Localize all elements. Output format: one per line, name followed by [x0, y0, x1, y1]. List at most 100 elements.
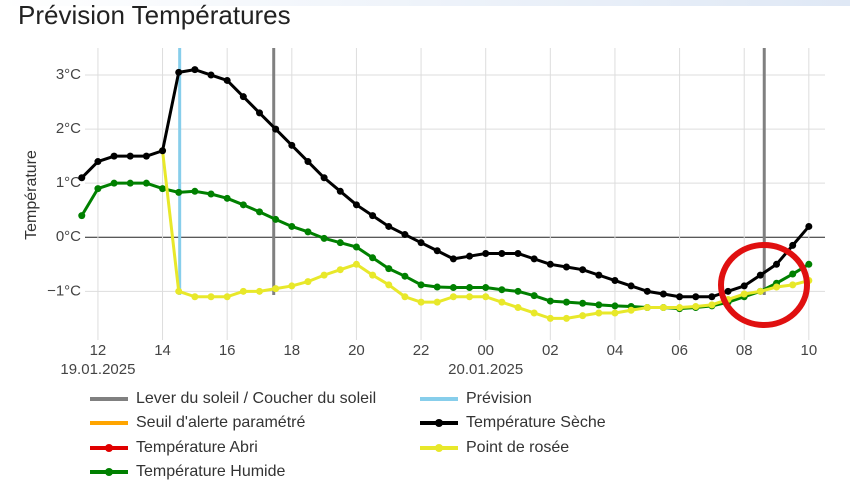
- point: [498, 286, 506, 294]
- point: [643, 304, 651, 312]
- x-tick-label: 02: [542, 342, 559, 359]
- point: [692, 302, 700, 310]
- point: [546, 260, 554, 268]
- date-label: 19.01.2025: [60, 361, 135, 378]
- x-tick-label: 12: [90, 342, 107, 359]
- y-axis-label: Température: [23, 150, 40, 240]
- point: [417, 239, 425, 247]
- point: [336, 239, 344, 247]
- point: [223, 194, 231, 202]
- point: [175, 188, 183, 196]
- point: [546, 314, 554, 322]
- point: [579, 266, 587, 274]
- series-line: [80, 181, 810, 311]
- highlight-circle: [718, 242, 810, 328]
- point: [142, 179, 150, 187]
- x-tick-label: 08: [736, 342, 753, 359]
- point: [78, 174, 86, 182]
- point: [78, 212, 86, 220]
- point: [805, 260, 813, 268]
- point: [595, 309, 603, 317]
- point: [740, 282, 748, 290]
- point: [579, 312, 587, 320]
- legend-marker: [105, 468, 113, 476]
- point: [223, 76, 231, 84]
- point: [94, 185, 102, 193]
- point: [562, 298, 570, 306]
- point: [692, 293, 700, 301]
- point: [175, 68, 183, 76]
- point: [611, 309, 619, 317]
- y-tick-label: 2°C: [56, 120, 81, 137]
- point: [482, 284, 490, 292]
- point: [514, 287, 522, 295]
- point: [773, 260, 781, 268]
- point: [433, 298, 441, 306]
- x-tick-label: 14: [154, 342, 171, 359]
- point: [466, 252, 474, 260]
- point: [611, 277, 619, 285]
- x-tick-label: 22: [413, 342, 430, 359]
- legend-label: Point de rosée: [466, 439, 569, 456]
- point: [546, 297, 554, 305]
- top-bar: [0, 0, 850, 6]
- point: [514, 304, 522, 312]
- point: [191, 187, 199, 195]
- point: [239, 201, 247, 209]
- point: [530, 309, 538, 317]
- point: [207, 71, 215, 79]
- point: [320, 271, 328, 279]
- legend-label: Température Sèche: [466, 414, 606, 431]
- point: [385, 222, 393, 230]
- point: [159, 147, 167, 155]
- point: [369, 212, 377, 220]
- point: [466, 284, 474, 292]
- y-tick-label: −1°C: [47, 282, 81, 299]
- point: [223, 293, 231, 301]
- point: [159, 185, 167, 193]
- point: [110, 152, 118, 160]
- point: [320, 174, 328, 182]
- legend-marker: [105, 444, 113, 452]
- point: [449, 293, 457, 301]
- point: [756, 287, 764, 295]
- point: [611, 302, 619, 310]
- point: [288, 141, 296, 149]
- point: [352, 201, 360, 209]
- point: [740, 290, 748, 298]
- y-tick-label: 3°C: [56, 66, 81, 83]
- point: [352, 243, 360, 251]
- point: [304, 158, 312, 166]
- x-tick-label: 18: [283, 342, 300, 359]
- point: [514, 249, 522, 257]
- point: [659, 304, 667, 312]
- legend-marker: [435, 444, 443, 452]
- point: [369, 271, 377, 279]
- legend-marker: [435, 419, 443, 427]
- point: [466, 293, 474, 301]
- point: [482, 293, 490, 301]
- point: [417, 298, 425, 306]
- point: [562, 314, 570, 322]
- point: [369, 254, 377, 262]
- point: [255, 109, 263, 117]
- point: [498, 298, 506, 306]
- point: [336, 266, 344, 274]
- point: [789, 270, 797, 278]
- point: [805, 222, 813, 230]
- y-tick-label: 1°C: [56, 174, 81, 191]
- point: [401, 293, 409, 301]
- point: [110, 179, 118, 187]
- point: [579, 299, 587, 307]
- x-tick-label: 20: [348, 342, 365, 359]
- chart-title: Prévision Températures: [18, 0, 291, 30]
- point: [352, 260, 360, 268]
- point: [126, 179, 134, 187]
- point: [272, 285, 280, 293]
- point: [142, 152, 150, 160]
- x-tick-label: 04: [607, 342, 624, 359]
- plot-area: −1°C 0°C 1°C 2°C 3°C 12 14 16 18 20 22 00 02 04 06 08 10…: [47, 48, 825, 378]
- point: [789, 241, 797, 249]
- point: [498, 249, 506, 257]
